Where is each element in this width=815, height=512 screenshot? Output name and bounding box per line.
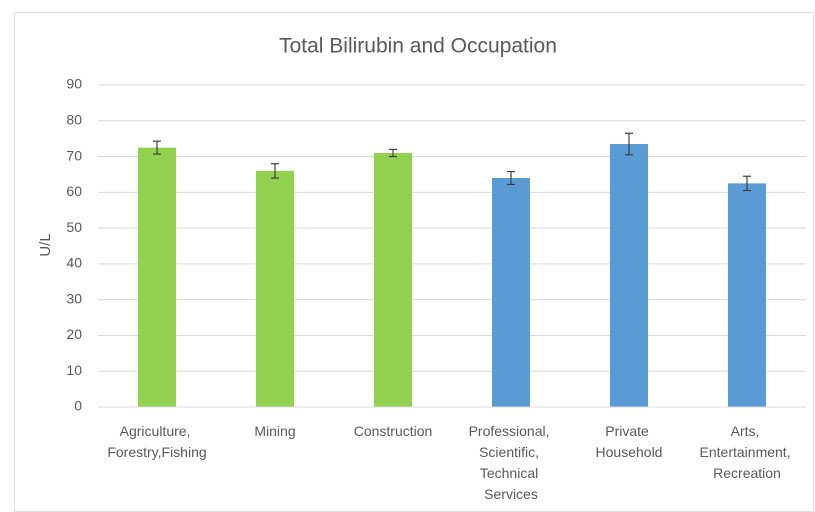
bar [138,147,176,407]
bar [374,152,412,407]
error-bar [153,140,161,155]
y-tick-label: 40 [66,255,82,271]
x-tick-label: Private Household [596,423,663,460]
y-tick-label: 60 [66,183,82,199]
error-bar [271,163,279,179]
y-tick-label: 50 [66,219,82,235]
x-tick-label: Mining [254,423,295,439]
bar [256,170,294,407]
chart-title: Total Bilirubin and Occupation [279,35,557,58]
y-tick-label: 90 [66,76,82,92]
y-tick-label: 0 [74,398,82,414]
x-tick-label: Professional, Scientific, Technical Serv… [469,423,554,502]
bar [728,183,766,407]
y-tick-label: 30 [66,290,82,306]
y-tick-label: 20 [66,326,82,342]
error-bar [625,132,633,156]
x-tick-label: Arts, Entertainment, Recreation [700,423,795,481]
y-tick-label: 10 [66,362,82,378]
bar [610,144,648,408]
bar [492,178,530,407]
y-tick-label: 70 [66,147,82,163]
error-bar [743,175,751,192]
error-bar [389,148,397,158]
y-axis-label: U/L [37,233,54,256]
error-bar [507,170,515,186]
x-tick-label: Agriculture, Forestry,Fishing [107,423,206,460]
y-tick-label: 80 [66,111,82,127]
x-tick-label: Construction [354,423,433,439]
